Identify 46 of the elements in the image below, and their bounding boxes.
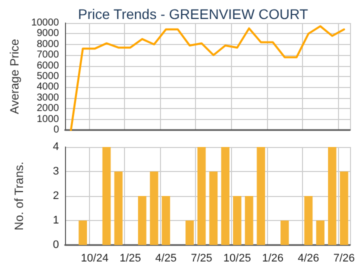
x-tick-label: 1/26 (262, 252, 284, 264)
y-tick-label: 1000 (36, 114, 60, 125)
bar (114, 172, 123, 245)
bar (138, 196, 146, 245)
y-tick-label: 0 (53, 124, 60, 136)
bar (78, 220, 87, 245)
bar (209, 172, 218, 245)
x-tick-label: 4/25 (155, 252, 177, 264)
bar (280, 220, 289, 245)
y-axis-title: No. of Trans. (12, 162, 26, 230)
bar (304, 196, 313, 245)
bar (150, 172, 158, 245)
y-tick-label: 6000 (36, 60, 60, 72)
x-tick-label: 1/25 (120, 252, 142, 264)
x-tick-label: 4/26 (298, 252, 320, 264)
bar (162, 196, 170, 245)
x-tick-label: 7/25 (190, 252, 212, 264)
chart-title: Price Trends - GREENVIEW COURT (78, 6, 308, 22)
y-tick-label: 4000 (36, 82, 60, 93)
x-tick-label: 10/24 (80, 252, 108, 264)
y-tick-label: 9000 (36, 28, 60, 40)
y-axis-title: Average Price (7, 38, 22, 114)
y-tick-label: 10000 (31, 18, 60, 28)
bar (316, 220, 324, 245)
bar (256, 147, 266, 245)
y-tick-label: 2 (52, 190, 59, 202)
y-tick-label: 0 (52, 239, 59, 251)
y-tick-label: 5000 (36, 71, 60, 82)
bar (328, 147, 336, 245)
y-tick-label: 3000 (36, 92, 60, 104)
y-tick-label: 8000 (36, 38, 60, 50)
y-tick-label: 4 (52, 141, 59, 153)
bar (244, 196, 254, 245)
y-tick-label: 7000 (36, 50, 60, 61)
line-series (70, 25, 346, 131)
bar (186, 220, 194, 245)
bar (221, 147, 230, 245)
x-tick-label: 7/26 (333, 252, 355, 264)
bar (102, 147, 111, 245)
y-tick-label: 3 (52, 166, 59, 178)
y-tick-label: 1 (52, 214, 59, 226)
x-tick-label: 10/25 (223, 252, 251, 264)
bar (197, 147, 206, 245)
y-tick-label: 2000 (36, 103, 60, 114)
bar (233, 196, 242, 245)
bar (340, 172, 348, 245)
